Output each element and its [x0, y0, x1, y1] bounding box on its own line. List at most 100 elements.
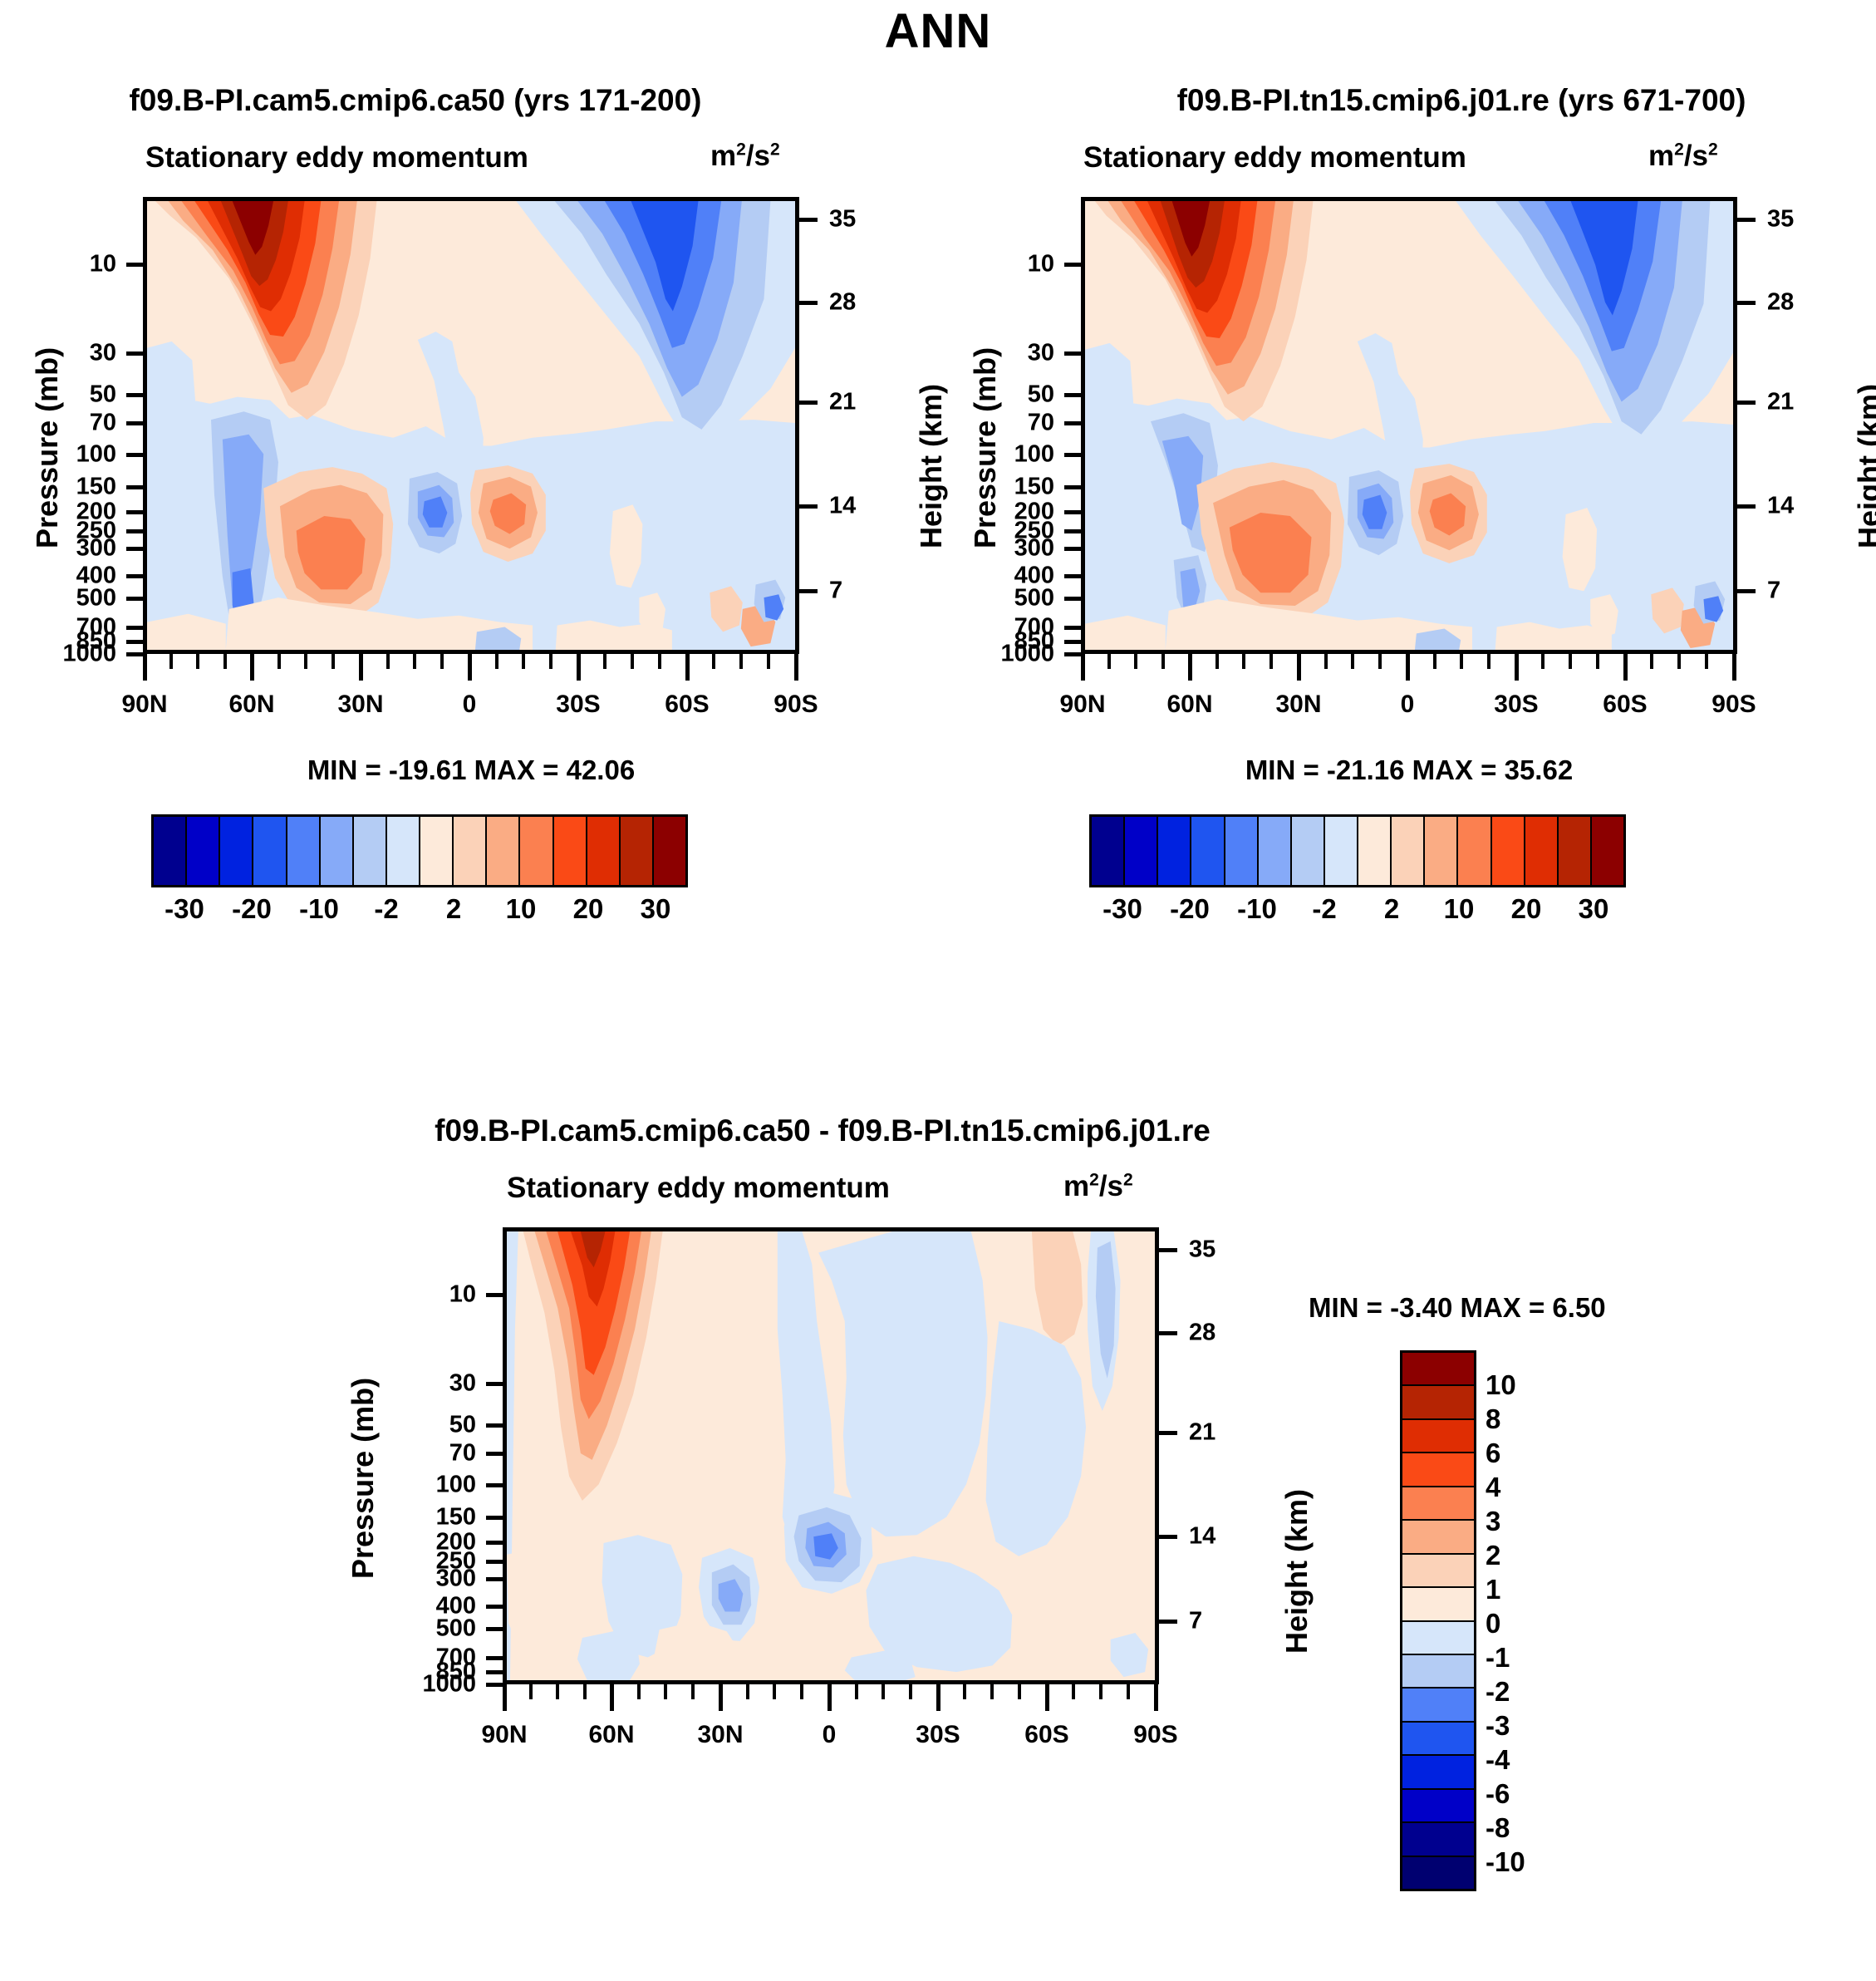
ytick-label: 10: [449, 1281, 476, 1308]
colorbar-cell-5: [1402, 1521, 1474, 1555]
ytick-label-height: 7: [1767, 577, 1781, 604]
colorbar-cell-7: [1324, 817, 1358, 885]
colorbar-tick: 10: [1443, 893, 1475, 924]
panel-2-title: f09.B-PI.tn15.cmip6.j01.re (yrs 671-700): [1176, 83, 1746, 117]
colorbar-cell-12: [1402, 1756, 1474, 1790]
colorbar-cell-6: [1402, 1554, 1474, 1589]
ytick-label-height: 35: [1189, 1236, 1216, 1263]
panel-1-subtitle: Stationary eddy momentum: [145, 141, 528, 174]
colorbar-tick: 1: [1486, 1574, 1501, 1605]
xtick-label: 60N: [228, 691, 275, 718]
page-title: ANN: [884, 4, 992, 58]
colorbar-tick: -20: [232, 893, 272, 924]
colorbar-cell-0: [154, 817, 188, 885]
colorbar-cell-8: [1358, 817, 1392, 885]
colorbar-tick: 20: [572, 893, 604, 924]
xtick-label: 90N: [481, 1721, 528, 1748]
colorbar-cell-11: [520, 817, 554, 885]
panel-3-title: f09.B-PI.cam5.cmip6.ca50 - f09.B-PI.tn15…: [435, 1113, 1211, 1148]
ytick-label: 700: [76, 613, 116, 641]
colorbar-cell-12: [553, 817, 587, 885]
xtick-label: 30S: [1494, 691, 1539, 718]
xtick-label: 0: [1400, 691, 1415, 718]
colorbar-tick: -8: [1486, 1812, 1510, 1843]
ytick-label: 250: [76, 517, 116, 544]
panel-3-contour-field: [507, 1231, 1155, 1680]
ytick-label: 10: [89, 250, 116, 278]
colorbar-tick: -30: [1103, 893, 1142, 924]
ytick-label: 500: [435, 1615, 476, 1642]
colorbar-tick: -20: [1170, 893, 1210, 924]
ytick-label-height: 28: [1189, 1319, 1216, 1346]
colorbar-cell-4: [1402, 1487, 1474, 1521]
colorbar-cell-5: [1258, 817, 1292, 885]
colorbar-cell-10: [487, 817, 521, 885]
ytick-label: 30: [1027, 339, 1054, 366]
panel-1: f09.B-PI.cam5.cmip6.ca50 (yrs 171-200) S…: [0, 66, 948, 1147]
ytick-label: 150: [435, 1503, 476, 1531]
colorbar-cell-7: [386, 817, 420, 885]
colorbar-cell-0: [1402, 1353, 1474, 1387]
colorbar-cell-15: [1402, 1856, 1474, 1889]
xtick-label: 30N: [697, 1721, 744, 1748]
xtick-label: 0: [462, 691, 477, 718]
panel-3-height-axis-label: Height (km): [1279, 1489, 1314, 1654]
colorbar-cell-1: [1402, 1386, 1474, 1420]
xtick-label: 30N: [337, 691, 384, 718]
colorbar-cell-2: [220, 817, 254, 885]
colorbar-tick: 2: [445, 893, 462, 924]
panel-3-minmax: MIN = -3.40 MAX = 6.50: [1309, 1292, 1606, 1323]
xtick-label: 90N: [1059, 691, 1106, 718]
xtick-label: 60N: [1166, 691, 1213, 718]
colorbar-tick: 30: [640, 893, 671, 924]
colorbar-cell-14: [1558, 817, 1592, 885]
ytick-label: 500: [1014, 584, 1054, 612]
panel-1-colorbar-labels: -30 -20 -10 -2 2 10 20 30: [151, 893, 688, 935]
panel-3-plot: [503, 1227, 1159, 1684]
panel-3-colorbar[interactable]: [1400, 1350, 1476, 1891]
ytick-label: 400: [1014, 562, 1054, 589]
colorbar-cell-6: [1291, 817, 1325, 885]
ytick-label: 200: [435, 1528, 476, 1556]
xtick-label: 90S: [1711, 691, 1756, 718]
ytick-label: 10: [1027, 250, 1054, 278]
ytick-label-height: 21: [829, 388, 857, 415]
panel-3-height-axis: 35 28 21 14 7: [1159, 1227, 1309, 1684]
ytick-label-height: 14: [1189, 1522, 1216, 1550]
colorbar-tick: -30: [165, 893, 204, 924]
panel-3-units: m2/s2: [1063, 1170, 1133, 1202]
colorbar-tick: 3: [1486, 1506, 1501, 1536]
colorbar-tick: 0: [1486, 1608, 1501, 1639]
xtick-label: 60S: [1024, 1721, 1069, 1748]
colorbar-cell-9: [454, 817, 488, 885]
colorbar-tick: -10: [299, 893, 339, 924]
colorbar-cell-12: [1491, 817, 1525, 885]
panel-2-height-axis-label: Height (km): [1852, 384, 1876, 548]
colorbar-tick: 2: [1383, 893, 1400, 924]
panel-2-contour-field: [1085, 201, 1733, 650]
panel-2-lat-axis: 90N 60N 30N 0 30S 60S 90S: [1059, 654, 1756, 745]
colorbar-cell-9: [1402, 1654, 1474, 1689]
ytick-label-height: 28: [829, 288, 857, 316]
colorbar-cell-6: [353, 817, 387, 885]
colorbar-cell-4: [287, 817, 321, 885]
ytick-label: 250: [1014, 517, 1054, 544]
ytick-label: 250: [435, 1547, 476, 1575]
ytick-label: 200: [76, 498, 116, 525]
colorbar-cell-13: [1525, 817, 1559, 885]
panel-1-units: m2/s2: [710, 140, 780, 172]
panel-1-minmax: MIN = -19.61 MAX = 42.06: [307, 755, 636, 785]
ytick-label: 1000: [62, 640, 116, 667]
ytick-label: 1000: [1000, 640, 1054, 667]
colorbar-cell-3: [1402, 1453, 1474, 1487]
colorbar-tick: -2: [374, 893, 399, 924]
panel-1-title: f09.B-PI.cam5.cmip6.ca50 (yrs 171-200): [129, 83, 702, 117]
colorbar-cell-10: [1425, 817, 1459, 885]
ytick-label: 70: [89, 409, 116, 436]
panel-1-contour-field: [147, 201, 795, 650]
colorbar-cell-10: [1402, 1689, 1474, 1723]
panel-2-units: m2/s2: [1648, 140, 1718, 172]
colorbar-tick: 20: [1510, 893, 1542, 924]
panel-2-colorbar[interactable]: [1089, 814, 1626, 887]
panel-1-colorbar[interactable]: [151, 814, 688, 887]
